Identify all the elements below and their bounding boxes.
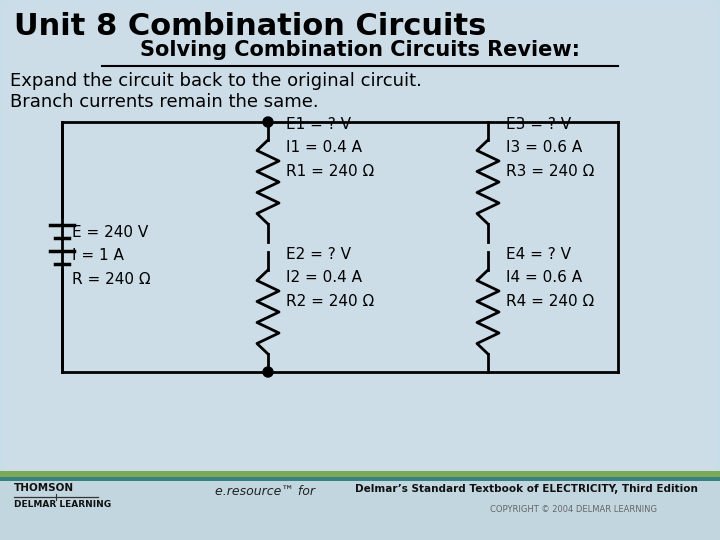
Text: Branch currents remain the same.: Branch currents remain the same. bbox=[10, 93, 319, 111]
Text: E2 = ? V
I2 = 0.4 A
R2 = 240 Ω: E2 = ? V I2 = 0.4 A R2 = 240 Ω bbox=[286, 247, 374, 309]
Bar bbox=[5, 7, 715, 475]
Bar bbox=[0, 475, 720, 540]
Circle shape bbox=[263, 367, 273, 377]
Text: Expand the circuit back to the original circuit.: Expand the circuit back to the original … bbox=[10, 72, 422, 90]
Text: E1 = ? V
I1 = 0.4 A
R1 = 240 Ω: E1 = ? V I1 = 0.4 A R1 = 240 Ω bbox=[286, 117, 374, 179]
Text: THOMSON: THOMSON bbox=[14, 483, 74, 493]
Text: E = 240 V
I = 1 A
R = 240 Ω: E = 240 V I = 1 A R = 240 Ω bbox=[72, 225, 150, 287]
Text: DELMAR LEARNING: DELMAR LEARNING bbox=[14, 500, 111, 509]
Bar bbox=[0, 477, 720, 481]
Text: Solving Combination Circuits Review:: Solving Combination Circuits Review: bbox=[140, 40, 580, 60]
Bar bbox=[0, 471, 720, 478]
Circle shape bbox=[263, 117, 273, 127]
Text: e.resource™ for: e.resource™ for bbox=[215, 485, 315, 498]
Text: Unit 8 Combination Circuits: Unit 8 Combination Circuits bbox=[14, 12, 487, 41]
Text: COPYRIGHT © 2004 DELMAR LEARNING: COPYRIGHT © 2004 DELMAR LEARNING bbox=[490, 505, 657, 514]
Text: Delmar’s Standard Textbook of ELECTRICITY, Third Edition: Delmar’s Standard Textbook of ELECTRICIT… bbox=[355, 484, 698, 494]
Text: E4 = ? V
I4 = 0.6 A
R4 = 240 Ω: E4 = ? V I4 = 0.6 A R4 = 240 Ω bbox=[506, 247, 594, 309]
Text: E3 = ? V
I3 = 0.6 A
R3 = 240 Ω: E3 = ? V I3 = 0.6 A R3 = 240 Ω bbox=[506, 117, 595, 179]
